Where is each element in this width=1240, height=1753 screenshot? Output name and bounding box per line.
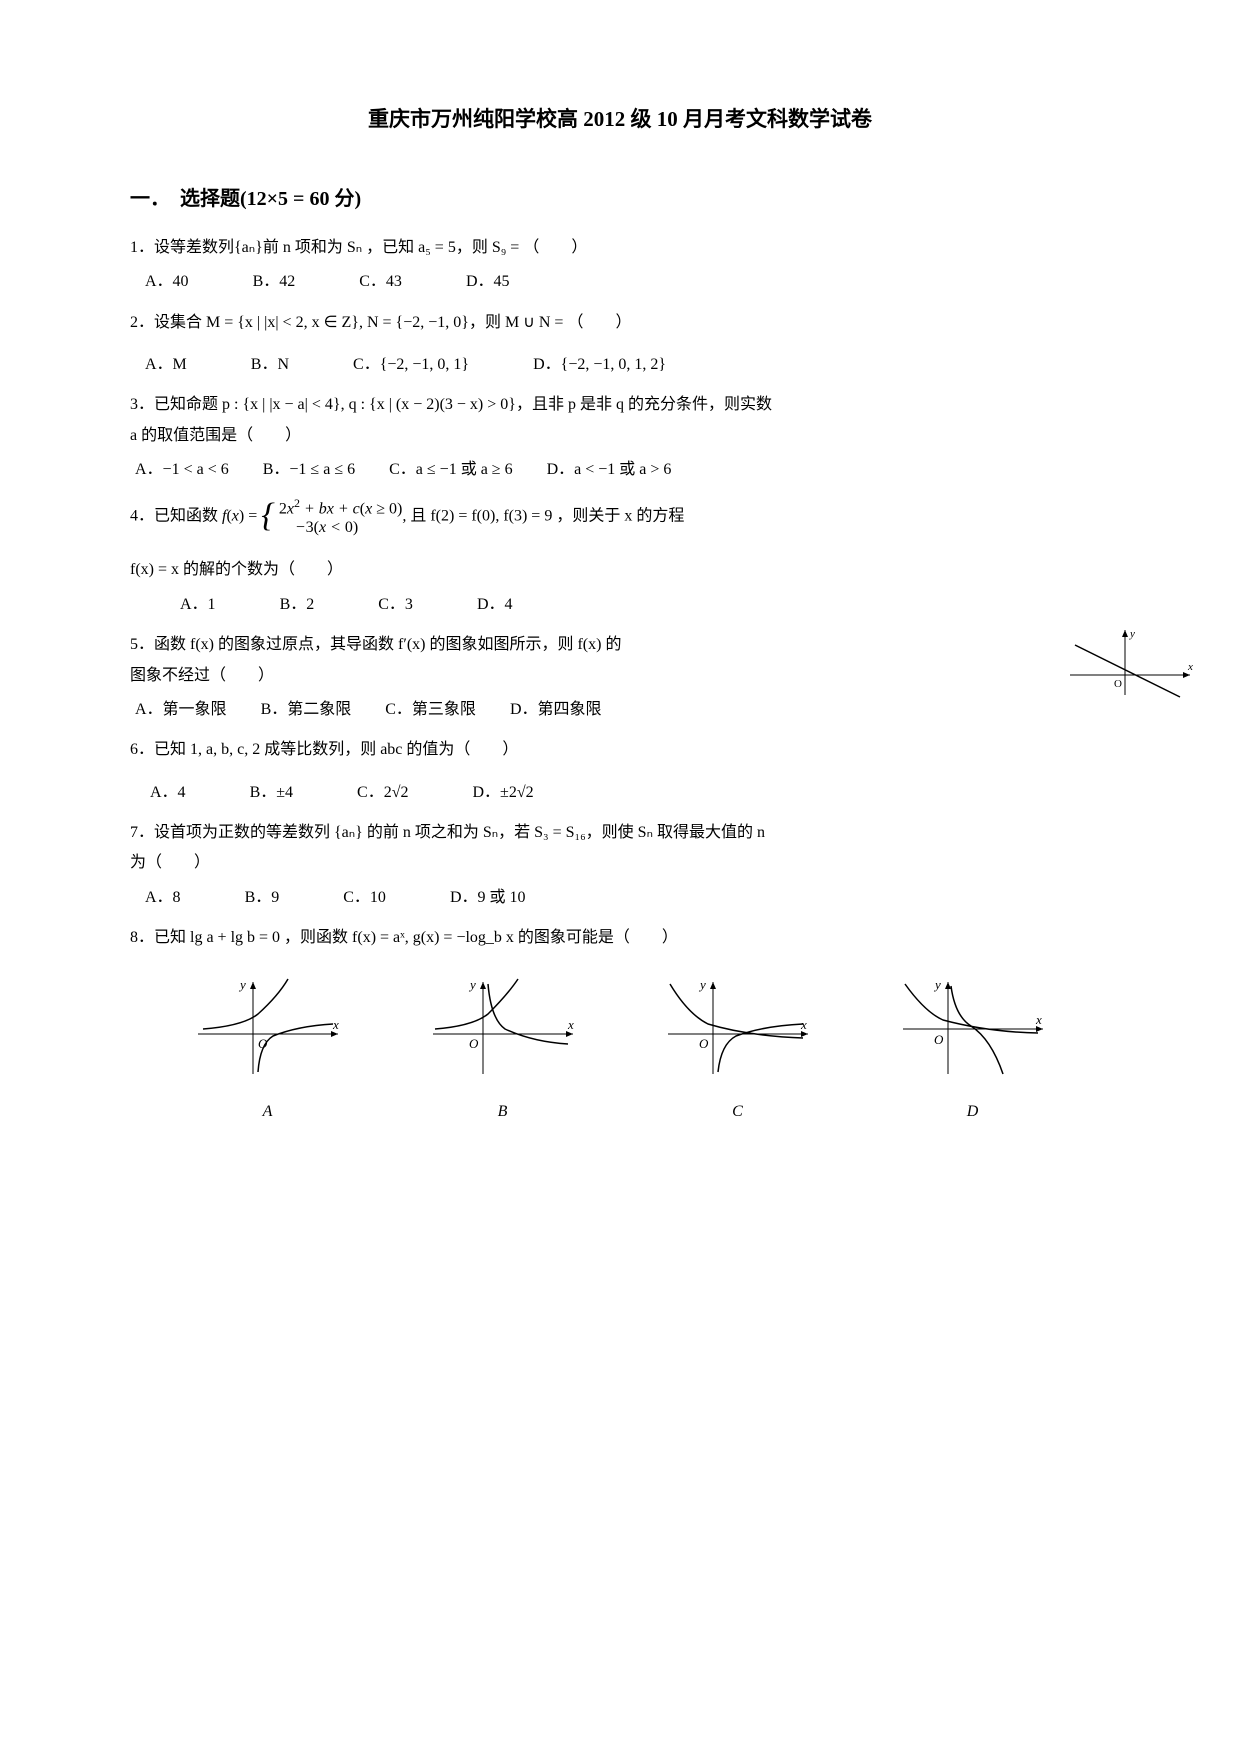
q5-graph-svg: y x O xyxy=(1070,625,1200,705)
q6-opt-d: D．±2√2 xyxy=(473,778,534,808)
q7-opt-b: B．9 xyxy=(245,883,280,913)
q5-x-label: x xyxy=(1187,661,1193,673)
q8-graph-c: y x O C xyxy=(658,974,818,1128)
q4-piecewise: f(x) = { 2x2 + bx + c(x ≥ 0) −3(x < 0) , xyxy=(222,496,406,538)
q6-stem: 6．已知 1, a, b, c, 2 成等比数列，则 abc 的值为（ ） xyxy=(130,735,1110,765)
question-3: 3．已知命题 p : {x | |x − a| < 4}, q : {x | (… xyxy=(130,390,1110,485)
q5-opt-d: D．第四象限 xyxy=(510,695,602,725)
q1-opt-c: C．43 xyxy=(359,267,402,297)
q7-opt-d: D．9 或 10 xyxy=(450,883,526,913)
q7-stem: 7．设首项为正数的等差数列 {aₙ} 的前 n 项之和为 Sₙ，若 S₃ = S… xyxy=(130,818,1110,848)
question-7: 7．设首项为正数的等差数列 {aₙ} 的前 n 项之和为 Sₙ，若 S₃ = S… xyxy=(130,818,1110,913)
q2-opt-a: A．M xyxy=(145,350,187,380)
q5-y-label: y xyxy=(1129,628,1135,640)
axis-y-label: y xyxy=(933,977,941,992)
q5-stem2: 图象不经过（ ） xyxy=(130,661,1110,691)
question-1: 1．设等差数列{aₙ}前 n 项和为 Sₙ ，已知 a₅ = 5，则 S₉ = … xyxy=(130,233,1110,298)
axis-x-label: x xyxy=(567,1017,574,1032)
question-5: 5．函数 f(x) 的图象过原点，其导函数 f′(x) 的图象如图所示，则 f(… xyxy=(130,630,1110,725)
q7-stem2: 为（ ） xyxy=(130,848,1110,878)
q1-opt-d: D．45 xyxy=(466,267,510,297)
q4-opt-a: A．1 xyxy=(180,590,216,620)
q2-opt-b: B．N xyxy=(251,350,289,380)
axis-x-label: x xyxy=(332,1017,339,1032)
section-heading: 一． 选择题(12×5 = 60 分) xyxy=(130,180,1110,218)
q3-opt-d: D．a < −1 或 a > 6 xyxy=(547,455,672,485)
q8-label-b: B xyxy=(423,1097,583,1127)
q8-stem: 8．已知 lg a + lg b = 0 ，则函数 f(x) = aˣ, g(x… xyxy=(130,923,1110,953)
q5-opt-b: B．第二象限 xyxy=(261,695,352,725)
q8-label-d: D xyxy=(893,1097,1053,1127)
origin-label: O xyxy=(699,1036,709,1051)
q4-opt-d: D．4 xyxy=(477,590,513,620)
axis-x-label: x xyxy=(800,1017,807,1032)
axis-y-label: y xyxy=(238,977,246,992)
q4-opt-c: C．3 xyxy=(378,590,413,620)
q7-opt-a: A．8 xyxy=(145,883,181,913)
q3-opt-b: B．−1 ≤ a ≤ 6 xyxy=(263,455,355,485)
q4-stem2: f(x) = x 的解的个数为（ ） xyxy=(130,555,1110,585)
axis-y-label: y xyxy=(698,977,706,992)
origin-label: O xyxy=(469,1036,479,1051)
q4-stem-pre: 4．已知函数 xyxy=(130,507,222,524)
q1-stem: 1．设等差数列{aₙ}前 n 项和为 Sₙ ，已知 a₅ = 5，则 S₉ = … xyxy=(130,233,1110,263)
q5-o-label: O xyxy=(1114,678,1122,690)
exam-title: 重庆市万州纯阳学校高 2012 级 10 月月考文科数学试卷 xyxy=(130,100,1110,140)
axis-x-label: x xyxy=(1035,1012,1042,1027)
origin-label: O xyxy=(258,1036,268,1051)
q8-graph-d: y x O D xyxy=(893,974,1053,1128)
q8-label-a: A xyxy=(188,1097,348,1127)
q8-graph-row: y x O A y x O B y x O xyxy=(130,974,1110,1128)
q3-opt-a: A．−1 < a < 6 xyxy=(135,455,229,485)
q2-stem: 2．设集合 M = {x | |x| < 2, x ∈ Z}, N = {−2,… xyxy=(130,308,1110,338)
q1-opt-b: B．42 xyxy=(253,267,296,297)
q6-opt-a: A．4 xyxy=(150,778,186,808)
q3-stem2: a 的取值范围是（ ） xyxy=(130,421,1110,451)
q2-opt-d: D．{−2, −1, 0, 1, 2} xyxy=(533,350,666,380)
q1-opt-a: A．40 xyxy=(145,267,189,297)
q4-stem-mid: 且 f(2) = f(0), f(3) = 9 ，则关于 x 的方程 xyxy=(410,507,684,524)
origin-label: O xyxy=(934,1032,944,1047)
q3-stem: 3．已知命题 p : {x | |x − a| < 4}, q : {x | (… xyxy=(130,390,1110,420)
q8-label-c: C xyxy=(658,1097,818,1127)
q7-opt-c: C．10 xyxy=(343,883,386,913)
q5-stem: 5．函数 f(x) 的图象过原点，其导函数 f′(x) 的图象如图所示，则 f(… xyxy=(130,630,1110,660)
q2-opt-c: C．{−2, −1, 0, 1} xyxy=(353,350,469,380)
q8-graph-a: y x O A xyxy=(188,974,348,1128)
question-4: 4．已知函数 f(x) = { 2x2 + bx + c(x ≥ 0) −3(x… xyxy=(130,496,1110,620)
q6-opt-b: B．±4 xyxy=(250,778,293,808)
question-6: 6．已知 1, a, b, c, 2 成等比数列，则 abc 的值为（ ） A．… xyxy=(130,735,1110,808)
axis-y-label: y xyxy=(468,977,476,992)
q6-opt-c: C．2√2 xyxy=(357,778,408,808)
q5-graph: y x O xyxy=(1070,625,1200,716)
question-2: 2．设集合 M = {x | |x| < 2, x ∈ Z}, N = {−2,… xyxy=(130,308,1110,381)
q8-graph-b: y x O B xyxy=(423,974,583,1128)
q5-opt-a: A．第一象限 xyxy=(135,695,227,725)
q4-opt-b: B．2 xyxy=(280,590,315,620)
q3-opt-c: C．a ≤ −1 或 a ≥ 6 xyxy=(389,455,512,485)
q5-opt-c: C．第三象限 xyxy=(385,695,476,725)
question-8: 8．已知 lg a + lg b = 0 ，则函数 f(x) = aˣ, g(x… xyxy=(130,923,1110,953)
